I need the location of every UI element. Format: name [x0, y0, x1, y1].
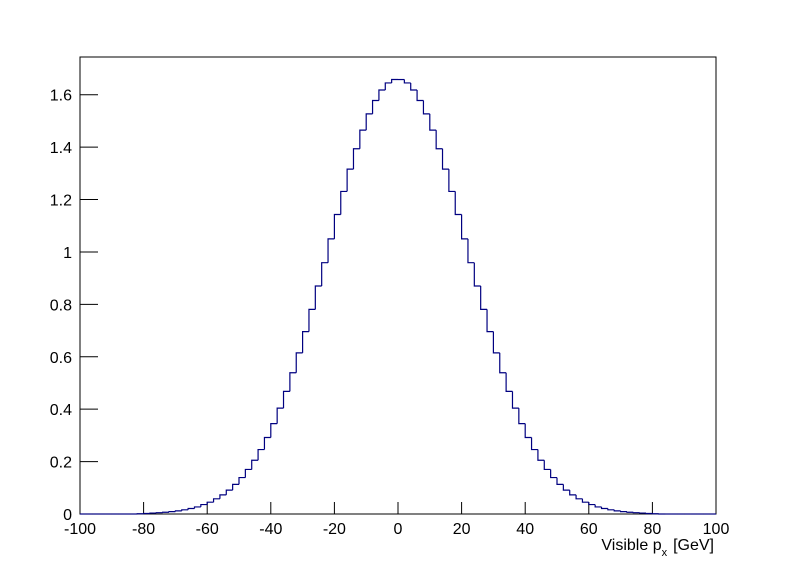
histogram-step — [505, 372, 513, 392]
histogram-step — [435, 130, 443, 150]
histogram-step — [276, 407, 284, 424]
histogram-step — [537, 449, 545, 461]
histogram-step — [429, 113, 437, 131]
histogram-step — [454, 191, 462, 216]
histogram-step — [556, 477, 564, 485]
histogram-step — [378, 89, 386, 101]
x-tick-label: 0 — [394, 521, 403, 538]
histogram-step — [371, 99, 379, 114]
histogram-step — [492, 331, 500, 354]
histogram-step — [524, 423, 532, 439]
histogram-step — [168, 511, 176, 513]
x-axis-label: Visible px [GeV] — [601, 537, 714, 559]
histogram-step — [212, 498, 220, 503]
histogram-step — [620, 510, 627, 513]
histogram-step — [384, 82, 392, 91]
histogram-step — [295, 352, 303, 373]
histogram-step — [518, 408, 526, 425]
histogram-step — [410, 82, 418, 91]
histogram-step — [314, 285, 322, 310]
histogram-step — [441, 148, 449, 170]
histogram-step — [263, 436, 271, 450]
histogram-step — [346, 168, 354, 192]
histogram-step — [270, 422, 278, 438]
y-tick-label: 1.4 — [50, 140, 72, 157]
histogram-step — [352, 148, 360, 170]
histogram-step — [359, 129, 367, 149]
histogram-step — [365, 113, 373, 131]
histogram-step — [448, 169, 456, 193]
histogram-step — [238, 476, 246, 485]
y-tick-label: 1.2 — [50, 193, 72, 210]
y-tick-label: 0.2 — [50, 455, 72, 472]
histogram-step — [461, 214, 468, 240]
histogram-step — [607, 508, 615, 511]
x-tick-label: -80 — [132, 521, 155, 538]
x-tick-label: 100 — [703, 521, 730, 538]
histogram-step — [499, 352, 507, 374]
x-tick-label: 80 — [644, 521, 662, 538]
x-tick-label: -40 — [259, 521, 282, 538]
histogram-step — [219, 494, 227, 499]
histogram-step — [391, 78, 398, 83]
histogram-step — [193, 506, 201, 509]
histogram-step — [244, 468, 252, 478]
histogram-step — [232, 483, 239, 491]
x-label-unit: [GeV] — [673, 537, 714, 554]
histogram-step — [600, 506, 608, 510]
histogram-step — [403, 79, 411, 84]
histogram-step — [575, 494, 583, 500]
x-tick-label: -20 — [323, 521, 346, 538]
histogram-step — [321, 262, 329, 287]
histogram-step — [181, 509, 189, 511]
x-tick-label: 40 — [516, 521, 534, 538]
x-tick-label: 20 — [453, 521, 471, 538]
y-tick-label: 0 — [63, 507, 72, 524]
histogram-step — [467, 238, 475, 264]
histogram-step — [511, 391, 519, 409]
histogram-step — [473, 262, 481, 287]
histogram-step — [333, 213, 341, 239]
histogram-step — [174, 510, 182, 512]
y-tick-label: 1.6 — [50, 88, 72, 105]
histogram-step — [187, 507, 195, 510]
histogram-step — [530, 437, 538, 451]
histogram-step — [340, 190, 348, 215]
histogram-step — [282, 390, 290, 409]
histogram-step — [327, 238, 335, 263]
histogram-step — [480, 286, 488, 310]
histogram-step — [588, 502, 596, 506]
histogram-step — [581, 498, 589, 503]
histogram-step — [416, 90, 424, 102]
x-label-subscript: x — [662, 547, 668, 559]
histogram-step — [562, 484, 570, 491]
histogram-step — [302, 331, 309, 353]
histogram-step — [543, 460, 551, 471]
y-tick-label: 1 — [63, 245, 72, 262]
histogram-step — [257, 448, 265, 461]
histogram-step — [289, 372, 297, 392]
histogram-step — [206, 501, 214, 505]
histogram-step — [225, 489, 233, 495]
histogram-step — [613, 509, 621, 512]
x-tick-label: -100 — [64, 521, 96, 538]
y-tick-label: 0.8 — [50, 297, 72, 314]
histogram-step — [200, 503, 208, 507]
plot-frame — [79, 56, 717, 515]
x-label-main: Visible p — [601, 537, 661, 554]
histogram-step — [569, 490, 577, 496]
x-tick-label: -60 — [196, 521, 219, 538]
histogram-step — [251, 459, 259, 470]
histogram-step — [308, 308, 316, 332]
histogram-step — [594, 504, 602, 508]
y-tick-label: 0.4 — [50, 402, 72, 419]
histogram-step — [550, 469, 557, 479]
y-tick-label: 0.6 — [50, 350, 72, 367]
x-tick-label: 60 — [580, 521, 598, 538]
histogram-step — [422, 100, 430, 115]
histogram-step — [486, 309, 494, 333]
histogram-step — [626, 511, 634, 513]
